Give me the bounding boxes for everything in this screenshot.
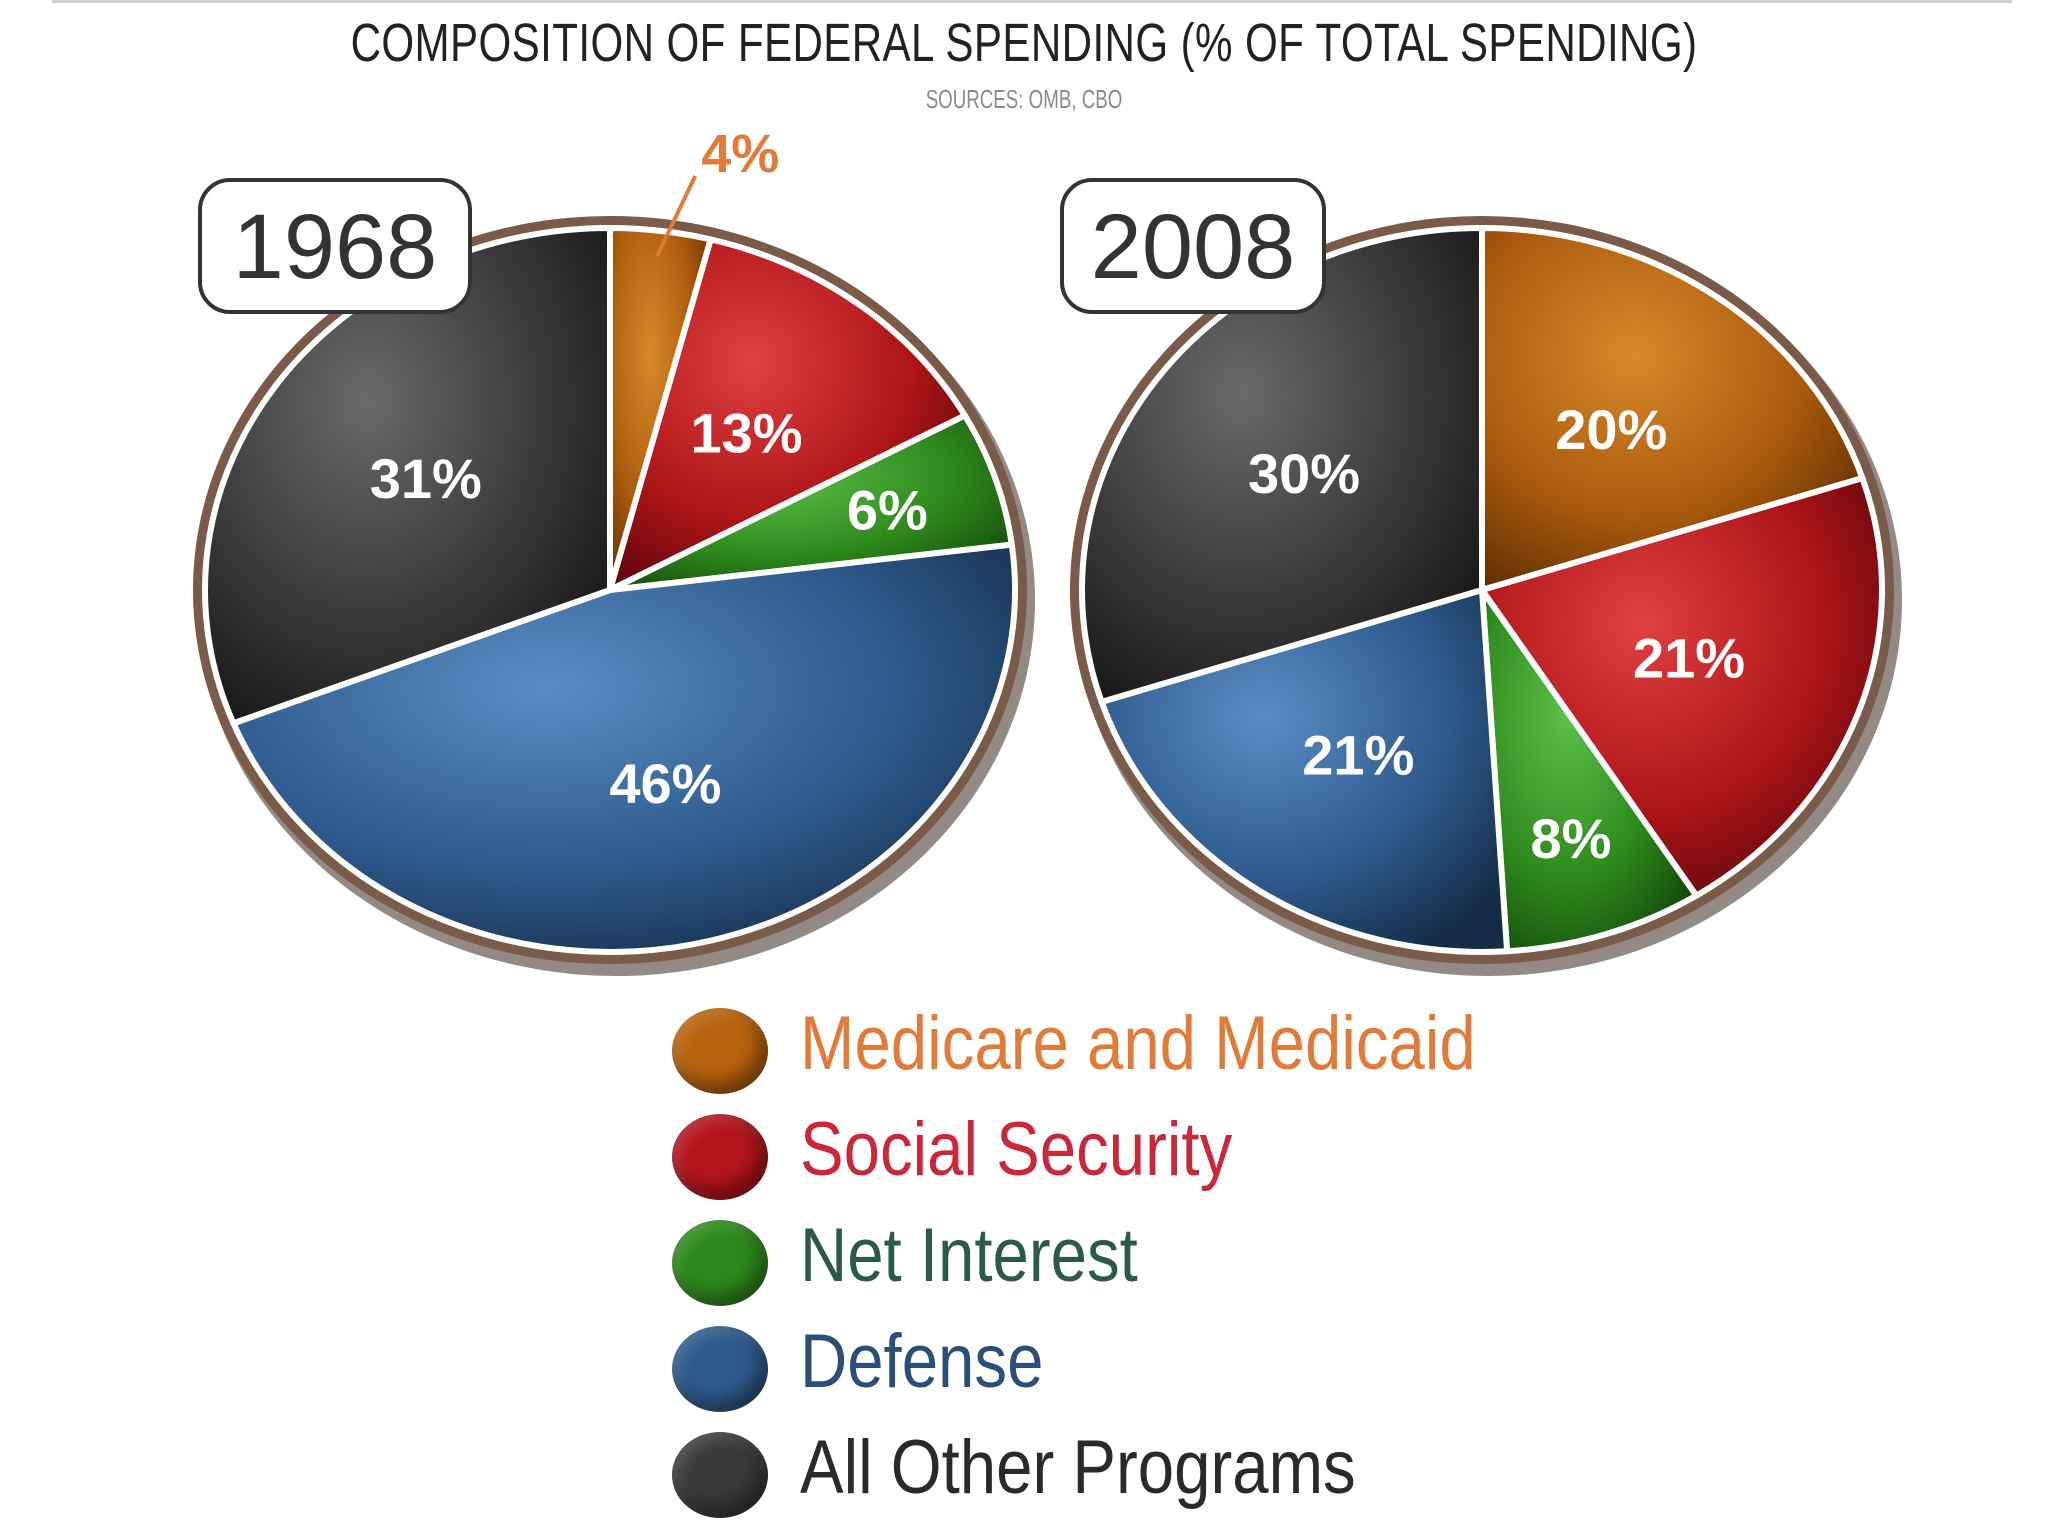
- pie-1968-label-net-interest: 6%: [847, 478, 928, 541]
- legend-swatch-defense: [672, 1326, 768, 1412]
- pie-1968-label-social-security: 13%: [690, 402, 802, 465]
- pie-charts: 4% 13% 6% 46% 31% 1968 20% 21% 8% 21% 30% 2008: [193, 124, 1902, 976]
- legend-swatch-social-security: [672, 1114, 768, 1200]
- pie-1968-slice-net-interest: [607, 412, 1015, 593]
- year-label-1968: 1968: [233, 196, 438, 298]
- pie-1968: 4% 13% 6% 46% 31% 1968: [193, 124, 1035, 976]
- pie-2008-slice-medicare-and-medicaid: [1479, 225, 1866, 593]
- pie-2008-slice-defense: [1098, 587, 1511, 955]
- legend-swatch-medicare: [672, 1008, 768, 1094]
- chart-title: COMPOSITION OF FEDERAL SPENDING (% OF TO…: [350, 13, 1698, 73]
- pie-1968-label-defense: 46%: [609, 752, 721, 815]
- legend-label-defense: Defense: [800, 1319, 1044, 1404]
- legend-swatch-net-interest: [672, 1220, 768, 1306]
- pie-2008-slice-all-other-programs: [1079, 225, 1485, 705]
- legend-label-all-other: All Other Programs: [800, 1425, 1356, 1510]
- pie-1968-slice-defense: [230, 541, 1019, 956]
- year-label-2008: 2008: [1091, 196, 1296, 298]
- pie-2008-label-net-interest: 8%: [1531, 807, 1612, 870]
- pie-2008-label-social-security: 21%: [1633, 626, 1745, 689]
- pie-1968-label-all-other-programs: 31%: [370, 447, 482, 510]
- top-rule: [52, 0, 2012, 3]
- leader-line: [655, 175, 698, 257]
- legend-label-social-security: Social Security: [800, 1107, 1233, 1192]
- pie-1968-label-medicare-and-medicaid: 4%: [701, 124, 779, 184]
- pie-2008-label-all-other-programs: 30%: [1248, 442, 1360, 505]
- legend-label-net-interest: Net Interest: [800, 1213, 1138, 1298]
- legend-label-medicare: Medicare and Medicaid: [800, 1001, 1476, 1086]
- chart-subtitle: SOURCES: OMB, CBO: [925, 84, 1123, 114]
- pie-2008-slice-net-interest: [1479, 587, 1700, 955]
- pie-2008-slice-social-security: [1479, 475, 1885, 899]
- pie-1968-slice-social-security: [607, 236, 968, 593]
- pie-2008-label-medicare-and-medicaid: 20%: [1555, 398, 1667, 461]
- year-box-2008: [1060, 178, 1326, 314]
- pie-2008-label-defense: 21%: [1302, 724, 1414, 787]
- year-box-1968: [198, 178, 472, 314]
- pie-2008: 20% 21% 8% 21% 30% 2008: [1060, 178, 1902, 976]
- pie-1968-slice-all-other-programs: [202, 225, 613, 727]
- legend-swatch-all-other: [672, 1432, 768, 1518]
